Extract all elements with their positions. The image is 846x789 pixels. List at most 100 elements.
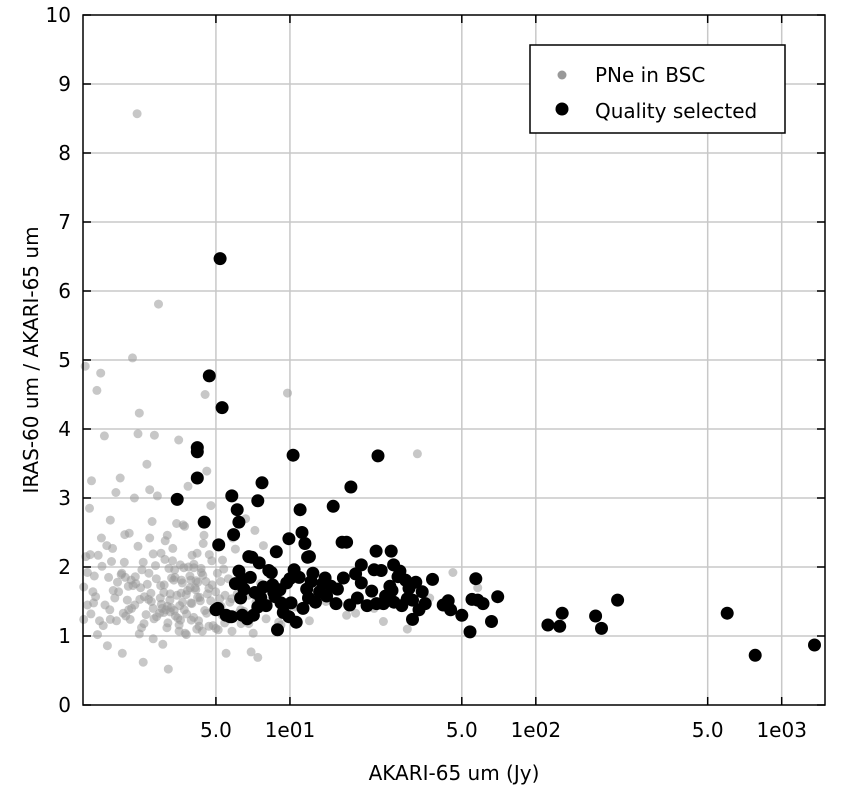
quality-selected-point xyxy=(406,612,419,626)
pne-in-bsc-point xyxy=(123,581,133,591)
quality-selected-point xyxy=(491,590,505,604)
pne-in-bsc-point xyxy=(154,299,163,309)
legend: PNe in BSC Quality selected xyxy=(529,44,786,134)
quality-selected-point xyxy=(302,550,316,564)
quality-selected-point xyxy=(376,597,390,611)
pne-in-bsc-point xyxy=(112,616,121,626)
y-tick-label: 1 xyxy=(58,624,71,648)
pne-in-bsc-point xyxy=(261,614,271,624)
pne-in-bsc-point xyxy=(85,503,94,513)
pne-in-bsc-point xyxy=(151,574,161,584)
quality-selected-point xyxy=(251,494,265,508)
pne-in-bsc-point xyxy=(128,353,137,363)
y-axis-title: IRAS-60 um / AKARI-65 um xyxy=(19,226,43,493)
pne-in-bsc-point xyxy=(93,630,102,640)
pne-in-bsc-point xyxy=(160,554,170,564)
pne-in-bsc-point xyxy=(113,577,122,587)
quality-selected-point xyxy=(234,591,248,605)
quality-selected-point xyxy=(808,638,821,652)
quality-selected-point xyxy=(384,544,398,558)
quality-selected-point xyxy=(409,575,423,589)
pne-in-bsc-point xyxy=(115,473,125,483)
pne-in-bsc-point xyxy=(82,568,92,577)
legend-label-quality-selected: Quality selected xyxy=(595,99,757,123)
quality-selected-point xyxy=(329,597,343,611)
pne-in-bsc-point xyxy=(89,571,99,581)
pne-in-bsc-point xyxy=(191,585,201,595)
pne-in-bsc-point xyxy=(144,568,154,578)
pne-in-bsc-point xyxy=(187,599,197,609)
pne-in-bsc-point xyxy=(99,431,109,441)
pne-in-bsc-point xyxy=(448,568,458,577)
quality-selected-point xyxy=(553,619,567,633)
quality-selected-point xyxy=(330,582,344,596)
x-axis-title: AKARI-65 um (Jy) xyxy=(369,761,540,785)
pne-in-bsc-point xyxy=(253,652,263,662)
pne-in-bsc-point xyxy=(146,597,156,606)
pne-in-bsc-point xyxy=(122,595,132,605)
quality-selected-point xyxy=(283,572,297,586)
quality-selected-point xyxy=(374,564,388,577)
pne-in-bsc-point xyxy=(202,466,212,476)
pne-in-bsc-point xyxy=(250,525,260,535)
pne-in-bsc-point xyxy=(148,549,158,559)
quality-selected-point xyxy=(469,572,483,586)
pne-in-bsc-point xyxy=(227,626,237,636)
pne-in-bsc-point xyxy=(165,595,175,605)
quality-selected-point xyxy=(418,597,432,611)
y-tick-label: 9 xyxy=(58,72,71,96)
pne-in-bsc-point xyxy=(135,594,145,604)
pne-in-bsc-point xyxy=(95,616,104,626)
quality-selected-point xyxy=(541,618,555,632)
quality-selected-point xyxy=(212,538,226,552)
pne-in-bsc-point xyxy=(80,361,90,371)
quality-selected-point xyxy=(340,535,354,549)
series-quality-selected xyxy=(170,252,821,662)
quality-selected-point xyxy=(293,503,307,517)
quality-selected-point xyxy=(455,608,469,622)
quality-selected-point xyxy=(320,589,334,603)
pne-in-bsc-point xyxy=(93,550,103,560)
quality-selected-point xyxy=(385,584,399,597)
pne-in-bsc-point xyxy=(92,385,102,395)
grid-lines xyxy=(83,15,825,705)
pne-in-bsc-point xyxy=(156,581,166,591)
pne-in-bsc-point xyxy=(204,550,214,560)
y-tick-label: 2 xyxy=(58,555,71,579)
quality-selected-point xyxy=(225,489,239,503)
pne-in-bsc-point xyxy=(412,449,422,459)
pne-in-bsc-point xyxy=(189,559,199,569)
quality-selected-point xyxy=(269,545,283,559)
pne-in-bsc-point xyxy=(180,521,190,531)
quality-selected-point xyxy=(400,592,414,606)
y-tick-label: 10 xyxy=(46,3,71,27)
pne-in-bsc-point xyxy=(174,435,184,445)
y-tick-label: 0 xyxy=(58,693,71,717)
pne-in-bsc-point xyxy=(198,539,208,548)
legend-marker-quality-selected xyxy=(555,102,569,116)
y-tick-label: 6 xyxy=(58,279,71,303)
quality-selected-point xyxy=(255,476,269,490)
quality-selected-point xyxy=(415,585,429,599)
pne-in-bsc-point xyxy=(186,615,196,625)
pne-in-bsc-point xyxy=(133,429,143,439)
pne-in-bsc-point xyxy=(304,616,314,626)
quality-selected-point xyxy=(209,603,223,617)
pne-in-bsc-point xyxy=(111,488,121,497)
pne-in-bsc-point xyxy=(199,530,209,540)
y-tick-label: 8 xyxy=(58,141,71,165)
pne-in-bsc-point xyxy=(230,544,240,554)
x-axis-ticks: 5.0 1e01 5.0 1e02 5.0 1e03 xyxy=(200,15,807,742)
pne-in-bsc-point xyxy=(87,476,96,486)
pne-in-bsc-point xyxy=(107,557,116,566)
pne-in-bsc-point xyxy=(138,657,148,667)
pne-in-bsc-point xyxy=(163,618,173,628)
quality-selected-point xyxy=(271,623,284,637)
pne-in-bsc-point xyxy=(152,491,162,501)
quality-selected-point xyxy=(246,608,260,622)
pne-in-bsc-point xyxy=(163,664,173,674)
pne-in-bsc-point xyxy=(168,543,178,553)
pne-in-bsc-point xyxy=(216,577,226,586)
quality-selected-point xyxy=(267,586,281,599)
quality-selected-point xyxy=(336,571,350,585)
